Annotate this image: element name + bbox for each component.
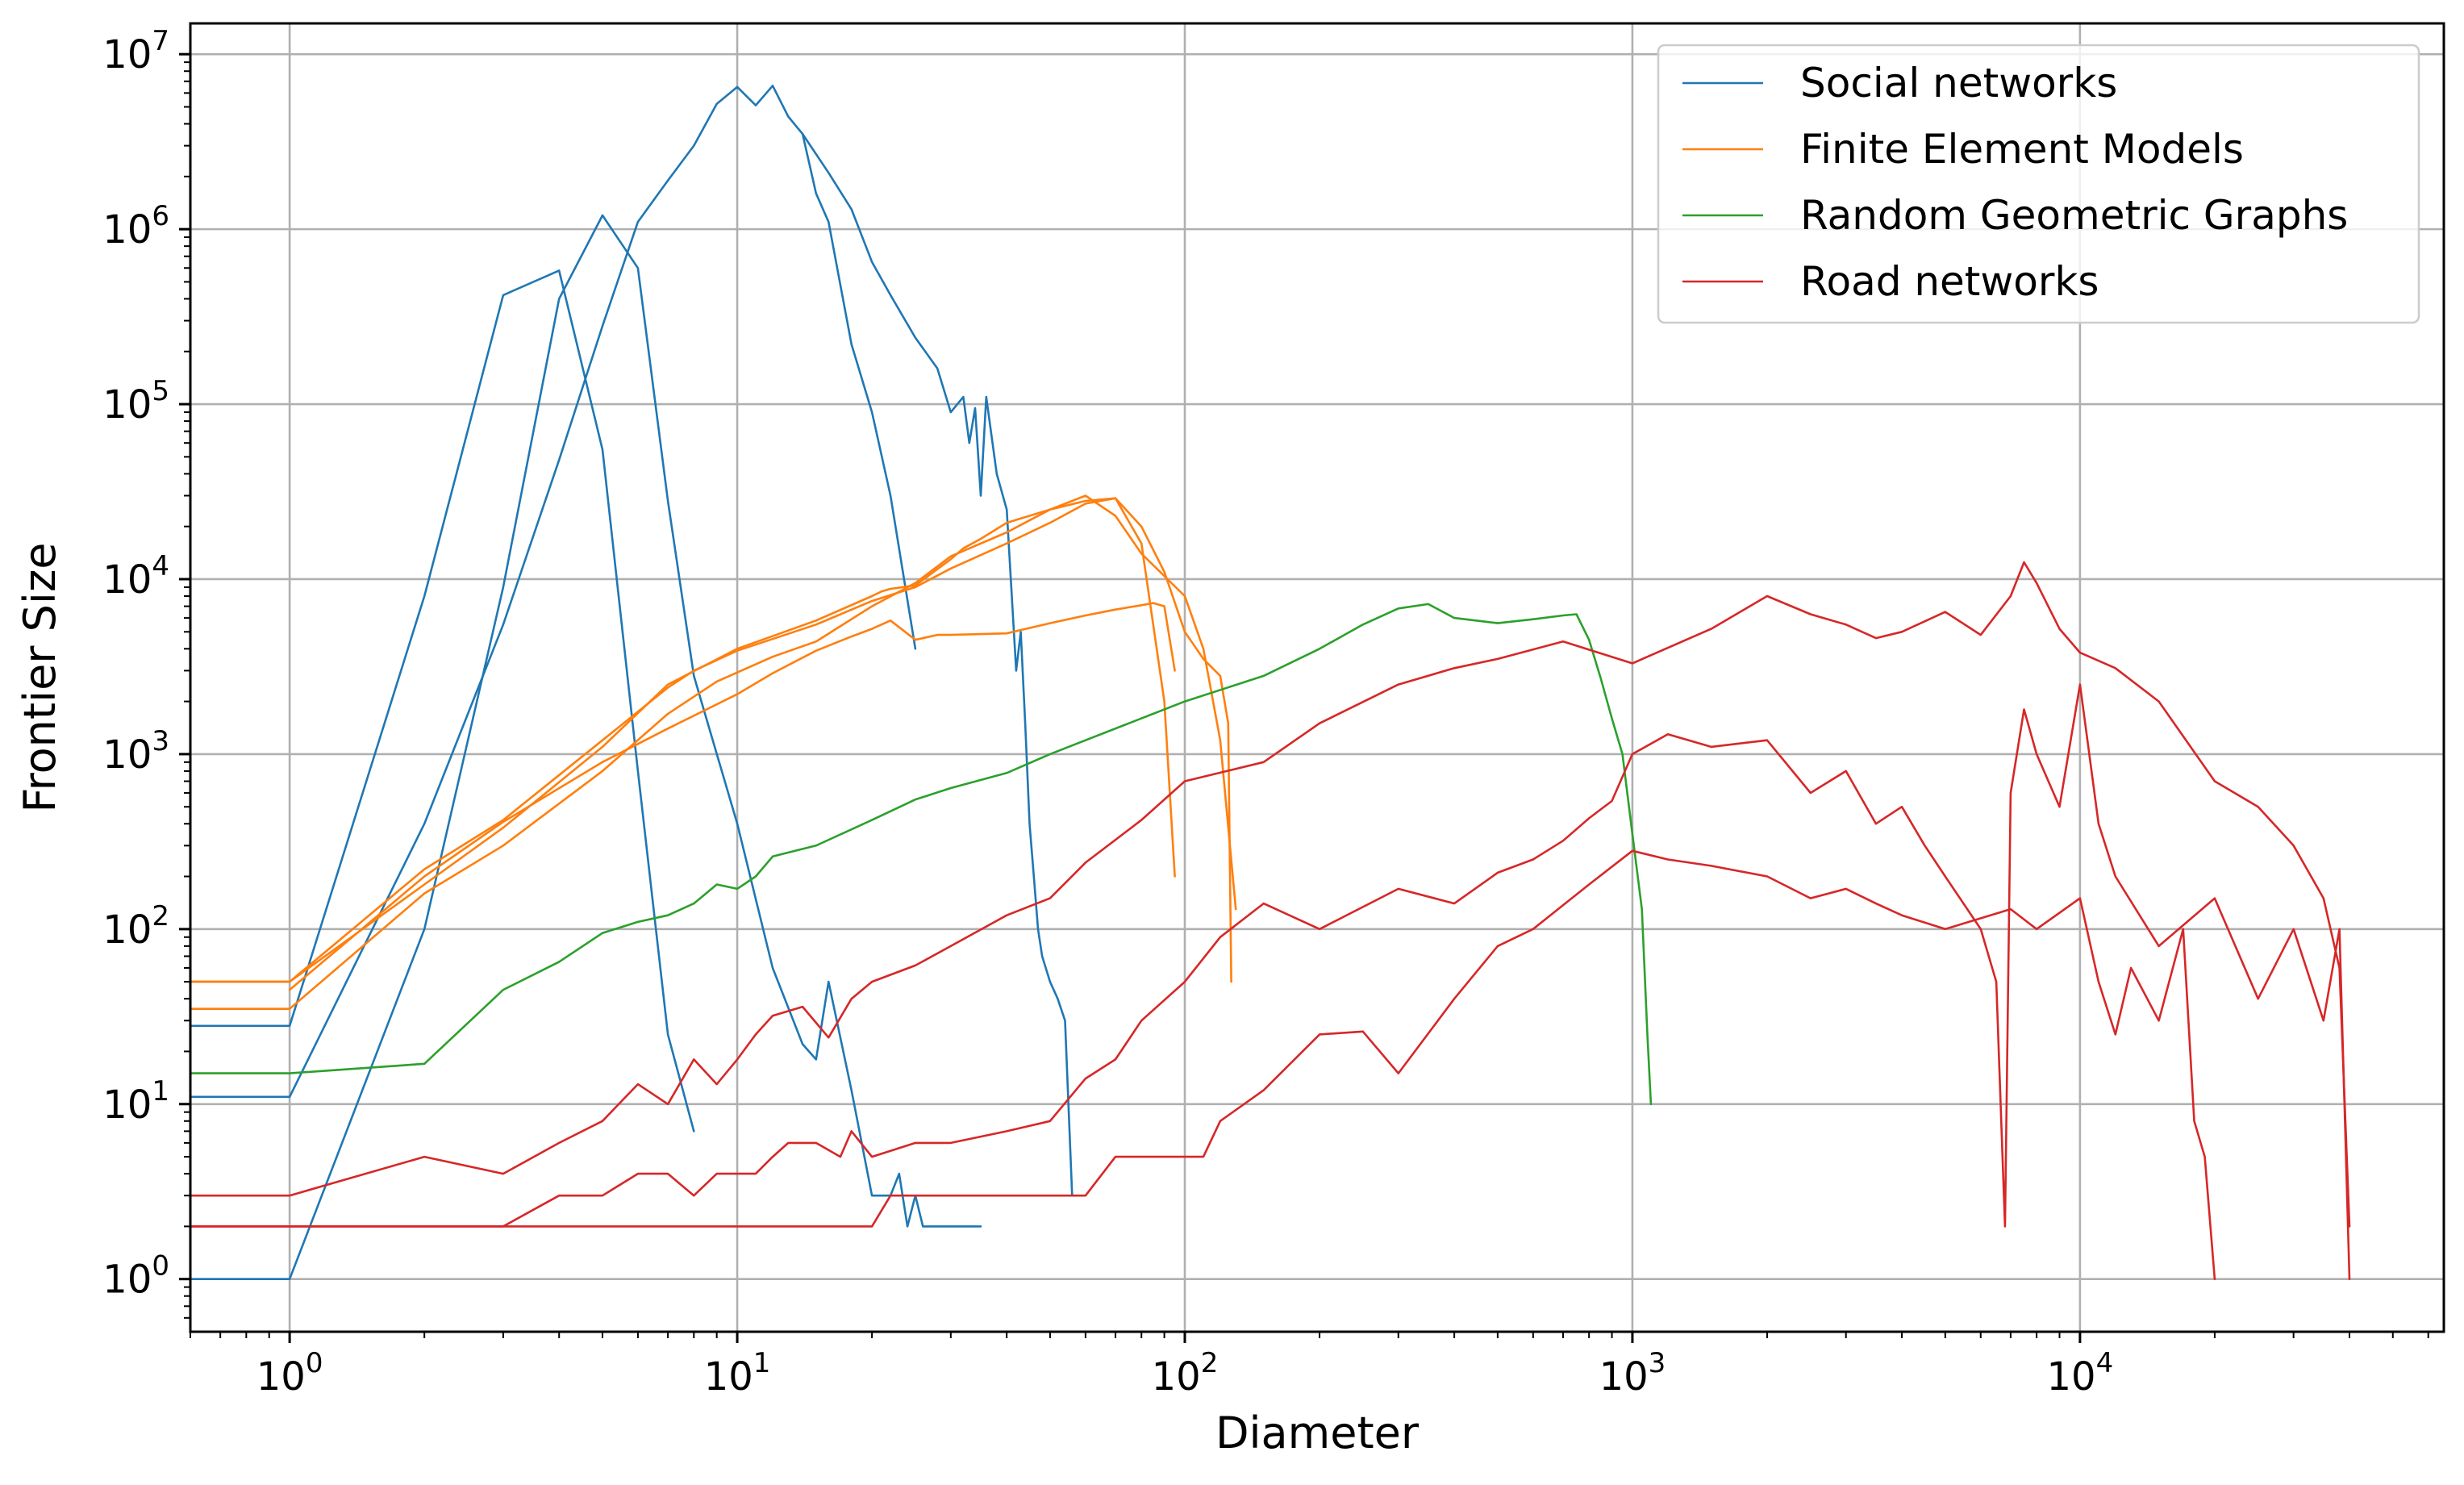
legend-label: Social networks <box>1800 60 2117 106</box>
x-tick-base: 10 <box>1599 1354 1649 1399</box>
y-tick-exponent: 3 <box>152 725 169 757</box>
x-tick-label: 100 <box>256 1347 323 1399</box>
x-tick-exponent: 1 <box>753 1347 771 1379</box>
series-line <box>801 132 1074 1197</box>
x-tick-label: 103 <box>1599 1347 1666 1399</box>
x-axis-label: Diameter <box>1215 1408 1420 1458</box>
legend-label: Random Geometric Graphs <box>1800 192 2348 239</box>
legend-label: Road networks <box>1800 258 2099 305</box>
x-tick-base: 10 <box>1152 1354 1201 1399</box>
y-tick-base: 10 <box>102 1082 152 1128</box>
y-tick-exponent: 7 <box>152 25 169 57</box>
legend-label: Finite Element Models <box>1800 126 2244 173</box>
y-tick-exponent: 0 <box>152 1250 169 1283</box>
y-tick-label: 103 <box>102 725 169 778</box>
y-tick-base: 10 <box>102 32 152 77</box>
y-tick-base: 10 <box>102 382 152 428</box>
x-tick-exponent: 3 <box>1649 1347 1666 1379</box>
y-tick-base: 10 <box>102 207 152 252</box>
legend-box <box>1657 44 2420 324</box>
y-tick-label: 106 <box>102 200 169 252</box>
x-tick-label: 104 <box>2047 1347 2114 1399</box>
y-tick-base: 10 <box>102 907 152 953</box>
y-tick-exponent: 4 <box>152 550 169 582</box>
y-axis-label: Frontier Size <box>15 542 65 812</box>
series-line <box>190 849 2216 1280</box>
y-tick-label: 104 <box>102 550 169 603</box>
x-tick-exponent: 0 <box>306 1347 323 1379</box>
legend: Social networks Finite Element Models Rand… <box>1657 44 2420 324</box>
y-tick-label: 105 <box>102 375 169 428</box>
plot-frame <box>189 22 2445 1333</box>
series-line <box>190 683 2351 1280</box>
series-line <box>190 561 2351 1228</box>
series-line <box>190 603 1653 1106</box>
y-tick-label: 102 <box>102 900 169 953</box>
series-road-networks <box>190 561 2351 1280</box>
y-tick-label: 107 <box>102 25 169 77</box>
y-tick-exponent: 2 <box>152 900 169 932</box>
series-line <box>288 602 1176 991</box>
series-line <box>190 85 917 1099</box>
x-tick-exponent: 2 <box>1201 1347 1219 1379</box>
x-tick-base: 10 <box>704 1354 753 1399</box>
y-tick-exponent: 5 <box>152 375 169 407</box>
x-tick-base: 10 <box>256 1354 306 1399</box>
y-tick-label: 101 <box>102 1075 169 1128</box>
x-tick-exponent: 4 <box>2096 1347 2114 1379</box>
series-random-geometric-graphs <box>190 603 1653 1106</box>
x-tick-base: 10 <box>2047 1354 2096 1399</box>
grid-lines <box>190 23 2444 1332</box>
y-tick-exponent: 1 <box>152 1075 169 1107</box>
y-tick-base: 10 <box>102 557 152 603</box>
y-tick-base: 10 <box>102 732 152 778</box>
series-layer <box>190 85 2351 1280</box>
y-tick-exponent: 6 <box>152 200 169 232</box>
y-tick-label: 100 <box>102 1250 169 1303</box>
series-line <box>190 494 1237 1010</box>
x-tick-label: 101 <box>704 1347 771 1399</box>
series-social-networks <box>190 85 1074 1280</box>
x-tick-label: 102 <box>1152 1347 1219 1399</box>
series-line <box>190 497 1232 983</box>
y-tick-base: 10 <box>102 1258 152 1303</box>
x-tick-labels: 100 101 102 103 104 <box>256 1347 2113 1399</box>
series-finite-element-models <box>190 494 1237 1010</box>
series-line <box>190 214 982 1280</box>
series-line <box>190 269 695 1133</box>
